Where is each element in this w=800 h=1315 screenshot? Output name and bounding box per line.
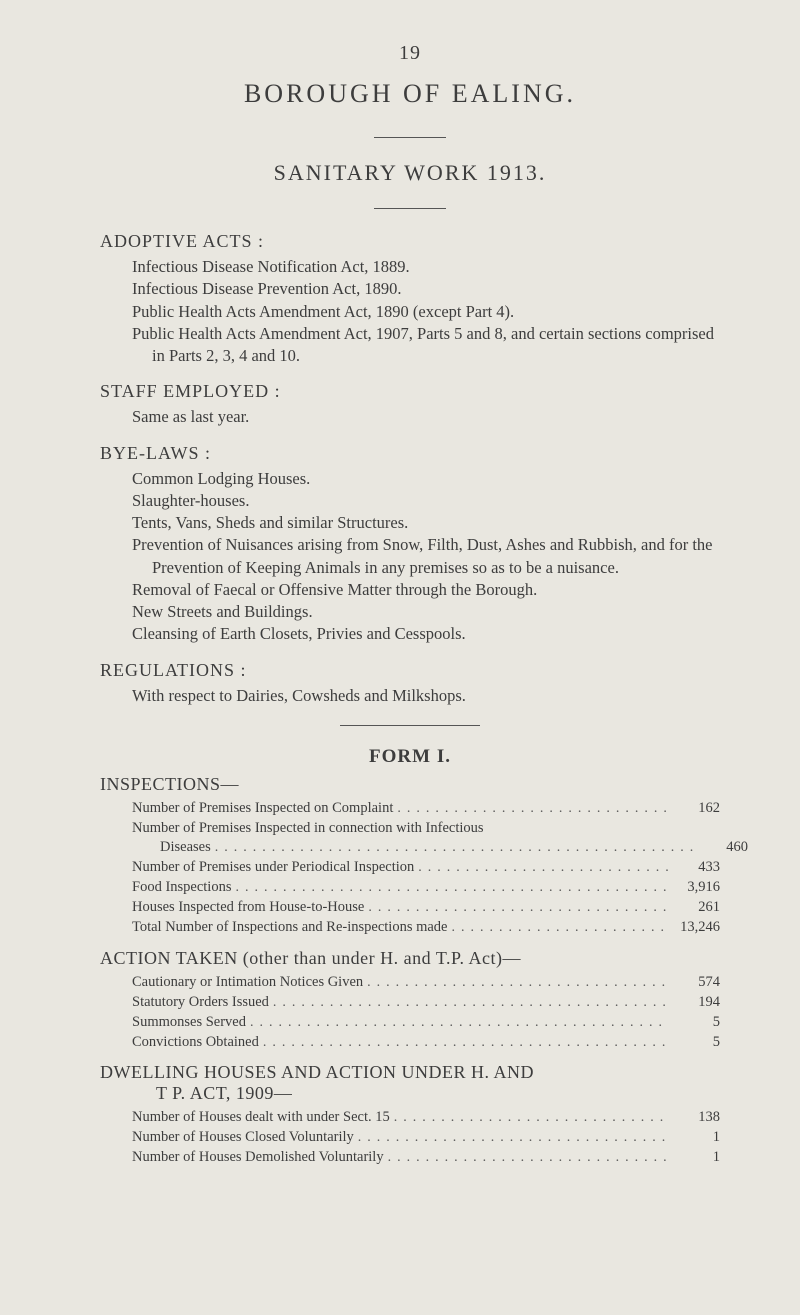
dwelling-table: Number of Houses dealt with under Sect. … (132, 1108, 720, 1168)
leader-label: Convictions Obtained (132, 1033, 259, 1053)
section-body-regulations: With respect to Dairies, Cowsheds and Mi… (132, 685, 720, 707)
leader-label: Number of Houses dealt with under Sect. … (132, 1108, 390, 1128)
leader-row: Number of Houses dealt with under Sect. … (132, 1108, 720, 1128)
body-line: Common Lodging Houses. (132, 468, 720, 490)
leader-dots: ........................................… (414, 859, 668, 878)
body-line: Cleansing of Earth Closets, Privies and … (132, 623, 720, 645)
leader-row: Convictions Obtained....................… (132, 1033, 720, 1053)
leader-dots: ........................................… (384, 1149, 668, 1168)
leader-value: 162 (668, 799, 720, 819)
body-line: Tents, Vans, Sheds and similar Structure… (132, 512, 720, 534)
body-line: Prevention of Nuisances arising from Sno… (132, 534, 720, 579)
section-heading-adoptive: ADOPTIVE ACTS : (100, 231, 720, 252)
leader-row: Number of Premises under Periodical Insp… (132, 858, 720, 878)
leader-dots: ........................................… (354, 1129, 668, 1148)
leader-label: Number of Premises Inspected in connecti… (132, 819, 484, 839)
section-heading-regulations: REGULATIONS : (100, 660, 720, 681)
leader-dots: ........................................… (259, 1034, 668, 1053)
leader-value: 194 (668, 993, 720, 1013)
leader-row: Food Inspections........................… (132, 878, 720, 898)
leader-dots: ........................................… (363, 974, 668, 993)
leader-value: 433 (668, 858, 720, 878)
leader-label: Food Inspections (132, 878, 231, 898)
leader-dots: ........................................… (448, 919, 669, 938)
leader-value: 138 (668, 1108, 720, 1128)
leader-row: Cautionary or Intimation Notices Given..… (132, 973, 720, 993)
leader-label: Summonses Served (132, 1013, 246, 1033)
body-line: With respect to Dairies, Cowsheds and Mi… (132, 685, 720, 707)
sub-title: SANITARY WORK 1913. (100, 160, 720, 186)
leader-row: Summonses Served........................… (132, 1013, 720, 1033)
leader-row: Total Number of Inspections and Re-inspe… (132, 918, 720, 938)
body-line: Slaughter-houses. (132, 490, 720, 512)
body-line: Same as last year. (132, 406, 720, 428)
leader-value: 5 (668, 1033, 720, 1053)
leader-row: Houses Inspected from House-to-House....… (132, 898, 720, 918)
section-heading-byelaws: BYE-LAWS : (100, 443, 720, 464)
leader-value: 5 (668, 1013, 720, 1033)
leader-dots: ........................................… (390, 1109, 668, 1128)
leader-row: Number of Premises Inspected in connecti… (132, 819, 720, 839)
leader-dots: ........................................… (364, 899, 668, 918)
body-line: Public Health Acts Amendment Act, 1907, … (132, 323, 720, 368)
body-line: New Streets and Buildings. (132, 601, 720, 623)
form-heading: FORM I. (100, 746, 720, 768)
body-line: Infectious Disease Notification Act, 188… (132, 256, 720, 278)
body-line: Infectious Disease Prevention Act, 1890. (132, 278, 720, 300)
leader-value: 1 (668, 1128, 720, 1148)
body-line: Removal of Faecal or Offensive Matter th… (132, 579, 720, 601)
leader-value: 3,916 (668, 878, 720, 898)
leader-value: 261 (668, 898, 720, 918)
leader-dots: ........................................… (393, 800, 668, 819)
leader-value: 1 (668, 1148, 720, 1168)
section-heading-staff: STAFF EMPLOYED : (100, 381, 720, 402)
leader-value: 460 (696, 838, 748, 858)
leader-label: Total Number of Inspections and Re-inspe… (132, 918, 448, 938)
leader-value: 574 (668, 973, 720, 993)
dwelling-heading-line2: T P. ACT, 1909— (100, 1083, 292, 1103)
leader-dots: ........................................… (211, 839, 696, 858)
leader-label: Number of Premises Inspected on Complain… (132, 799, 393, 819)
leader-row: Number of Houses Closed Voluntarily.....… (132, 1128, 720, 1148)
leader-row: Diseases................................… (132, 838, 748, 858)
action-taken-heading: ACTION TAKEN (other than under H. and T.… (100, 948, 720, 969)
action-taken-table: Cautionary or Intimation Notices Given..… (132, 973, 720, 1053)
section-body-byelaws: Common Lodging Houses. Slaughter-houses.… (132, 468, 720, 646)
main-title: BOROUGH OF EALING. (100, 79, 720, 109)
inspections-table: Number of Premises Inspected on Complain… (132, 799, 720, 938)
leader-label: Statutory Orders Issued (132, 993, 269, 1013)
divider-rule (374, 137, 446, 138)
leader-dots: ........................................… (231, 879, 668, 898)
leader-label: Number of Houses Demolished Voluntarily (132, 1148, 384, 1168)
section-body-adoptive: Infectious Disease Notification Act, 188… (132, 256, 720, 367)
dwelling-heading-line1: DWELLING HOUSES AND ACTION UNDER H. AND (100, 1062, 534, 1082)
dwelling-heading: DWELLING HOUSES AND ACTION UNDER H. AND … (100, 1062, 720, 1104)
leader-label: Number of Houses Closed Voluntarily (132, 1128, 354, 1148)
leader-dots: ........................................… (246, 1014, 668, 1033)
leader-row: Number of Houses Demolished Voluntarily.… (132, 1148, 720, 1168)
leader-label: Number of Premises under Periodical Insp… (132, 858, 414, 878)
leader-row: Number of Premises Inspected on Complain… (132, 799, 720, 819)
document-page: 19 BOROUGH OF EALING. SANITARY WORK 1913… (0, 0, 800, 1315)
leader-value: 13,246 (668, 918, 720, 938)
leader-label: Cautionary or Intimation Notices Given (132, 973, 363, 993)
section-body-staff: Same as last year. (132, 406, 720, 428)
divider-rule (374, 208, 446, 209)
leader-label: Houses Inspected from House-to-House (132, 898, 364, 918)
leader-dots: ........................................… (269, 994, 668, 1013)
leader-row: Statutory Orders Issued.................… (132, 993, 720, 1013)
leader-label: Diseases (160, 838, 211, 858)
page-number: 19 (100, 42, 720, 65)
divider-rule (340, 725, 480, 726)
body-line: Public Health Acts Amendment Act, 1890 (… (132, 301, 720, 323)
inspections-heading: INSPECTIONS— (100, 774, 720, 795)
